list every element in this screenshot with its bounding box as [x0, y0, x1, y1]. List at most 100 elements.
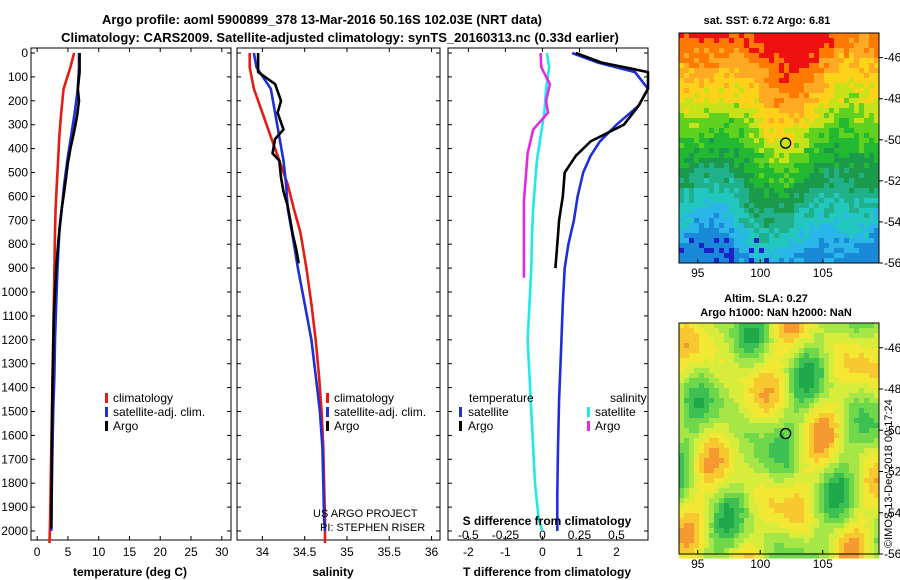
map-cell — [779, 398, 785, 404]
map-cell — [834, 433, 840, 439]
map-cell — [744, 393, 750, 399]
map-cell — [844, 548, 850, 554]
map-cell — [764, 183, 770, 189]
map-cell — [709, 58, 715, 64]
map-cell — [839, 473, 845, 479]
t-diff-xlabel: T difference from climatology — [463, 565, 631, 579]
map-cell — [719, 473, 725, 479]
map-cell — [759, 368, 765, 374]
map-cell — [689, 153, 695, 159]
map-cell — [804, 528, 810, 534]
map-cell — [864, 178, 870, 184]
map-cell — [774, 483, 780, 489]
map-cell — [799, 363, 805, 369]
map-cell — [704, 328, 710, 334]
map-cell — [724, 38, 730, 44]
map-cell — [714, 513, 720, 519]
map-cell — [699, 333, 705, 339]
map-cell — [794, 198, 800, 204]
map-cell — [854, 458, 860, 464]
map-cell — [844, 473, 850, 479]
map-cell — [694, 63, 700, 69]
map-cell — [819, 78, 825, 84]
map-cell — [839, 518, 845, 524]
map-cell — [724, 188, 730, 194]
map-cell — [864, 503, 870, 509]
map-cell — [794, 128, 800, 134]
map-cell — [744, 213, 750, 219]
map-cell — [714, 403, 720, 409]
map-cell — [689, 143, 695, 149]
map-cell — [794, 383, 800, 389]
map-cell — [784, 523, 790, 529]
map-cell — [859, 413, 865, 419]
map-cell — [764, 413, 770, 419]
map-cell — [719, 353, 725, 359]
map-cell — [689, 208, 695, 214]
map-cell — [839, 443, 845, 449]
map-cell — [819, 523, 825, 529]
map-cell — [744, 483, 750, 489]
map-cell — [814, 43, 820, 49]
map-cell — [694, 388, 700, 394]
map-lat-label: -50 — [884, 133, 900, 147]
map-cell — [854, 443, 860, 449]
map-cell — [739, 518, 745, 524]
map-cell — [749, 363, 755, 369]
map-cell — [869, 418, 875, 424]
map-cell — [684, 228, 690, 234]
map-cell — [709, 453, 715, 459]
map-cell — [694, 533, 700, 539]
map-cell — [684, 478, 690, 484]
map-cell — [724, 488, 730, 494]
map-cell — [774, 108, 780, 114]
map-cell — [864, 88, 870, 94]
map-cell — [714, 198, 720, 204]
map-cell — [689, 488, 695, 494]
map-cell — [739, 343, 745, 349]
map-cell — [844, 338, 850, 344]
map-cell — [684, 53, 690, 59]
map-cell — [769, 248, 775, 254]
map-cell — [724, 203, 730, 209]
map-cell — [854, 518, 860, 524]
map-cell — [804, 233, 810, 239]
map-cell — [789, 253, 795, 259]
map-cell — [839, 343, 845, 349]
map-cell — [704, 423, 710, 429]
map-cell — [869, 153, 875, 159]
map-cell — [804, 408, 810, 414]
map-cell — [849, 438, 855, 444]
map-cell — [794, 448, 800, 454]
map-cell — [754, 243, 760, 249]
map-cell — [694, 133, 700, 139]
map-cell — [689, 338, 695, 344]
map-lon-label: 105 — [813, 266, 833, 280]
map-cell — [819, 43, 825, 49]
map-cell — [749, 98, 755, 104]
map-cell — [829, 113, 835, 119]
map-cell — [829, 458, 835, 464]
map-cell — [774, 473, 780, 479]
map-cell — [784, 33, 790, 39]
map-cell — [869, 158, 875, 164]
map-cell — [769, 418, 775, 424]
map-cell — [869, 248, 875, 254]
map-cell — [744, 458, 750, 464]
map-cell — [759, 113, 765, 119]
map-cell — [714, 183, 720, 189]
map-cell — [759, 433, 765, 439]
map-cell — [844, 513, 850, 519]
map-cell — [689, 448, 695, 454]
map-cell — [849, 418, 855, 424]
map-cell — [869, 363, 875, 369]
map-cell — [814, 123, 820, 129]
map-cell — [729, 533, 735, 539]
temperature-xlabel: temperature (deg C) — [73, 565, 187, 579]
map-cell — [849, 218, 855, 224]
map-cell — [824, 443, 830, 449]
map-cell — [864, 388, 870, 394]
map-cell — [739, 68, 745, 74]
map-cell — [719, 158, 725, 164]
map-cell — [799, 178, 805, 184]
